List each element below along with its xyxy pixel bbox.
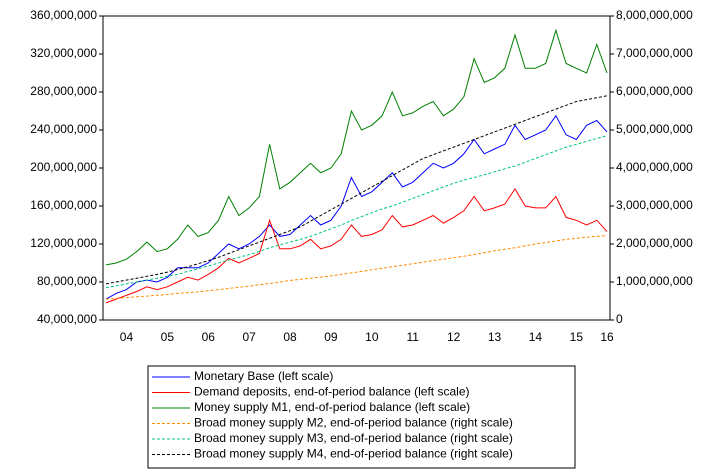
legend-label: Broad money supply M4, end-of-period bal…: [194, 447, 513, 461]
y-tick-label: 40,000,000: [37, 312, 97, 326]
series-line: [105, 95, 608, 285]
series-line: [105, 28, 608, 266]
y2-tick-label: 1,000,000,000: [616, 274, 693, 288]
series-line: [105, 235, 608, 300]
y-tick-label: 200,000,000: [30, 160, 97, 174]
x-tick-label: 13: [488, 330, 502, 344]
y-tick-label: 240,000,000: [30, 122, 97, 136]
y2-tick-label: 7,000,000,000: [616, 46, 693, 60]
legend-label: Broad money supply M3, end-of-period bal…: [194, 431, 513, 445]
legend-box: [147, 365, 576, 469]
x-tick-label: 05: [161, 330, 175, 344]
y2-tick-label: 3,000,000,000: [616, 198, 693, 212]
x-tick-label: 06: [202, 330, 216, 344]
legend-label: Monetary Base (left scale): [194, 369, 333, 383]
x-tick-label: 09: [324, 330, 338, 344]
y2-tick-label: 8,000,000,000: [616, 8, 693, 22]
x-tick-label: 07: [242, 330, 256, 344]
series-line: [105, 187, 608, 304]
series-line: [105, 114, 608, 300]
y-tick-label: 360,000,000: [30, 8, 97, 22]
y2-tick-label: 0: [616, 312, 623, 326]
y2-tick-label: 2,000,000,000: [616, 236, 693, 250]
y-tick-label: 120,000,000: [30, 236, 97, 250]
x-tick-label: 11: [407, 330, 420, 344]
y2-tick-label: 6,000,000,000: [616, 84, 693, 98]
y2-tick-label: 4,000,000,000: [616, 160, 693, 174]
y-tick-label: 280,000,000: [30, 84, 97, 98]
legend-label: Broad money supply M2, end-of-period bal…: [194, 416, 513, 430]
x-tick-label: 14: [529, 330, 543, 344]
y-tick-label: 80,000,000: [37, 274, 97, 288]
x-tick-label: 16: [600, 330, 614, 344]
x-tick-label: 12: [447, 330, 461, 344]
x-tick-label: 10: [365, 330, 379, 344]
y-tick-label: 320,000,000: [30, 46, 97, 60]
legend-label: Demand deposits, end-of-period balance (…: [194, 385, 469, 399]
y-tick-label: 160,000,000: [30, 198, 97, 212]
x-tick-label: 08: [283, 330, 297, 344]
series-line: [105, 135, 608, 289]
legend-label: Money supply M1, end-of-period balance (…: [194, 400, 470, 414]
x-tick-label: 04: [120, 330, 134, 344]
y2-tick-label: 5,000,000,000: [616, 122, 693, 136]
plot-frame: [102, 15, 611, 321]
x-tick-label: 15: [570, 330, 584, 344]
